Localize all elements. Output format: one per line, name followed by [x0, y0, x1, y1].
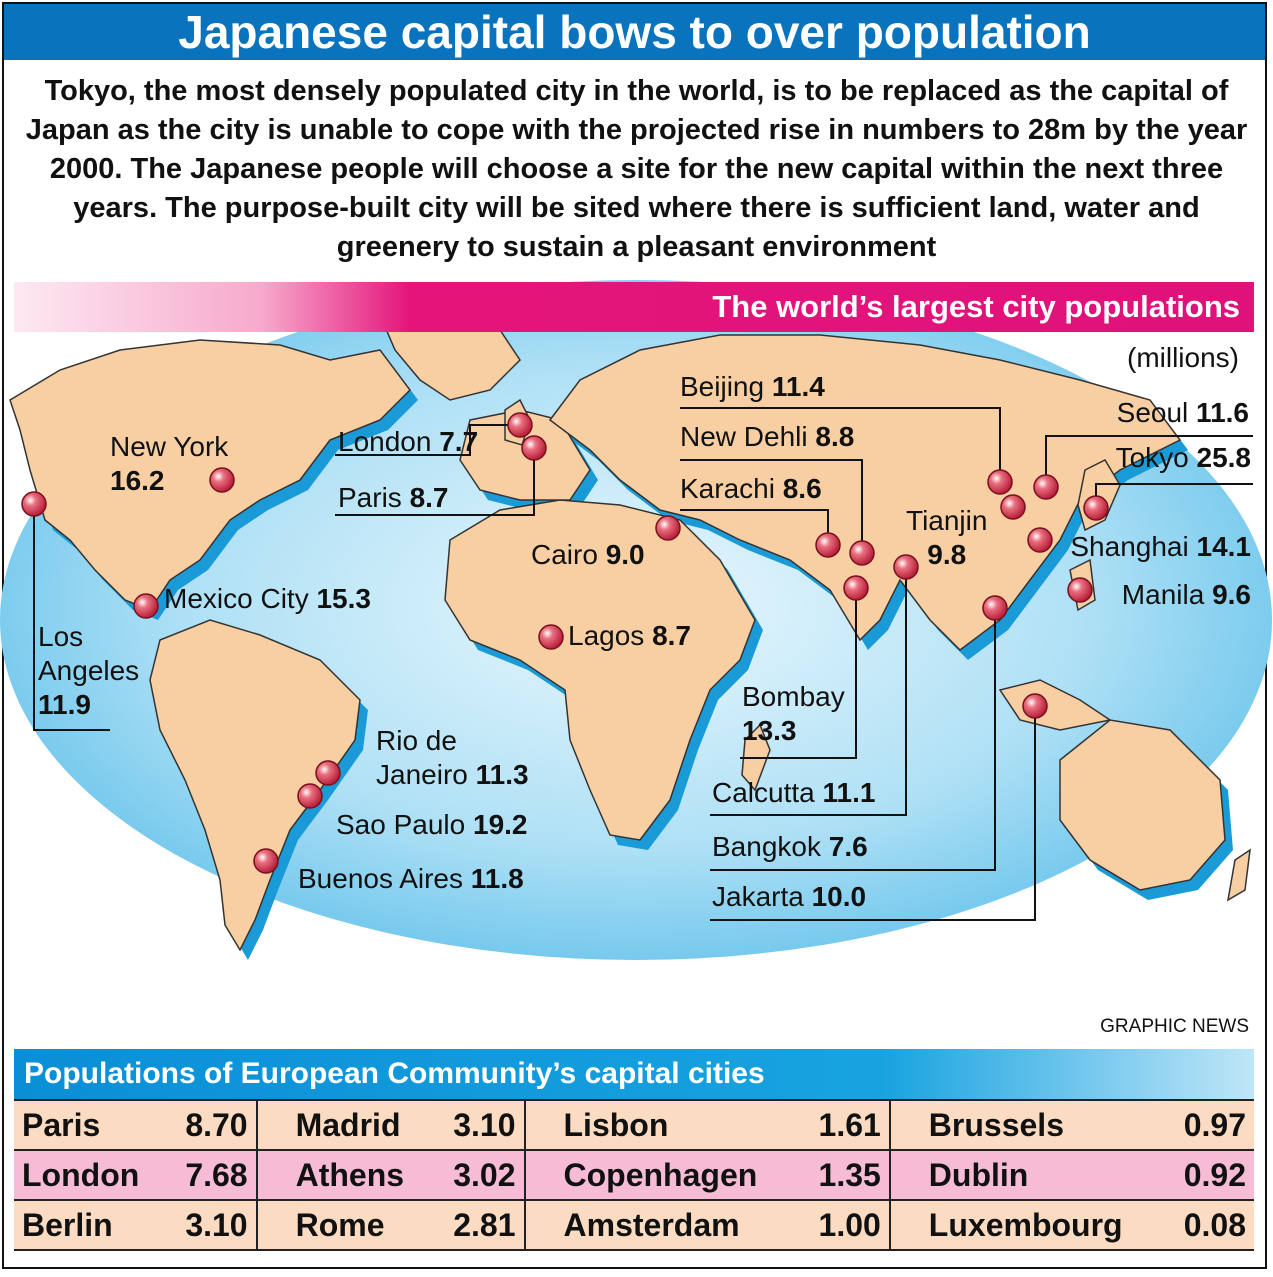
marker-manila	[1067, 577, 1093, 603]
marker-bangkok	[982, 595, 1008, 621]
eu-value: 0.97	[1164, 1099, 1254, 1151]
marker-new-dehli	[849, 540, 875, 566]
asia	[548, 334, 1182, 651]
eu-city: Copenhagen	[524, 1149, 800, 1201]
leader-calcutta	[710, 567, 907, 816]
eu-city: London	[14, 1149, 167, 1201]
marker-shanghai	[1027, 527, 1053, 553]
africa	[444, 499, 756, 841]
leader-dehli	[680, 459, 863, 553]
eu-city: Amsterdam	[524, 1199, 800, 1251]
leader-london	[335, 424, 520, 456]
label-sao-paulo: Sao Paulo 19.2	[336, 809, 528, 840]
eu-value: 3.10	[434, 1099, 526, 1151]
eu-city: Brussels	[889, 1099, 1165, 1151]
leader-seoul	[1045, 435, 1253, 487]
eu-city: Berlin	[14, 1199, 167, 1251]
eu-city: Rome	[256, 1199, 435, 1251]
label-manila: Manila 9.6	[1121, 579, 1251, 610]
eu-city: Lisbon	[524, 1099, 800, 1151]
eu-header-text: Populations of European Community’s capi…	[24, 1057, 765, 1090]
label-tokyo: Tokyo 25.8	[1115, 442, 1251, 473]
map-header-text: The world’s largest city populations	[712, 289, 1240, 324]
eu-value: 1.00	[799, 1199, 891, 1251]
marker-tianjin	[1000, 494, 1026, 520]
label-rio: Rio de Janeiro 11.3	[376, 725, 529, 790]
eu-value: 7.68	[166, 1149, 258, 1201]
label-los-angeles: Los Angeles 11.9	[38, 621, 140, 720]
marker-los-angeles	[21, 491, 47, 517]
australia	[1059, 719, 1226, 891]
eu-value: 0.08	[1164, 1199, 1254, 1251]
marker-rio	[315, 760, 341, 786]
leader-bangkok	[710, 608, 996, 871]
eu-value: 8.70	[166, 1099, 258, 1151]
marker-seoul	[1033, 474, 1059, 500]
table-row: Paris 8.70 Madrid 3.10 Lisbon 1.61 Bruss…	[14, 1099, 1254, 1151]
eu-value: 0.92	[1164, 1149, 1254, 1201]
eu-table: Paris 8.70 Madrid 3.10 Lisbon 1.61 Bruss…	[14, 1099, 1254, 1251]
eu-header: Populations of European Community’s capi…	[14, 1049, 1254, 1099]
marker-buenos-aires	[253, 848, 279, 874]
label-calcutta: Calcutta 11.1	[712, 777, 876, 808]
marker-lagos	[538, 624, 564, 650]
leader-los-angeles	[33, 504, 110, 731]
title: Japanese capital bows to over population	[4, 4, 1265, 60]
table-row: Berlin 3.10 Rome 2.81 Amsterdam 1.00 Lux…	[14, 1199, 1254, 1251]
marker-calcutta	[893, 554, 919, 580]
marker-cairo	[655, 515, 681, 541]
credit: GRAPHIC NEWS	[1100, 1016, 1249, 1037]
eu-value: 1.61	[799, 1099, 891, 1151]
label-buenos-aires: Buenos Aires 11.8	[298, 863, 524, 894]
leader-jakarta	[710, 706, 1036, 921]
label-karachi: Karachi 8.6	[680, 473, 822, 504]
eu-city: Luxembourg	[889, 1199, 1165, 1251]
label-shanghai: Shanghai 14.1	[1070, 531, 1251, 562]
leader-beijing	[680, 407, 1001, 482]
north-america	[9, 339, 411, 611]
label-tianjin: Tianjin 9.8	[906, 505, 988, 570]
marker-paris	[521, 435, 547, 461]
units-label: (millions)	[1127, 342, 1239, 373]
leader-bombay	[740, 588, 857, 759]
label-beijing: Beijing 11.4	[680, 371, 825, 402]
intro-text: Tokyo, the most densely populated city i…	[25, 75, 1248, 263]
marker-beijing	[987, 469, 1013, 495]
label-jakarta: Jakarta 10.0	[712, 881, 867, 912]
marker-karachi	[815, 532, 841, 558]
marker-new-york	[209, 467, 235, 493]
eu-city: Madrid	[256, 1099, 435, 1151]
eu-value: 2.81	[434, 1199, 526, 1251]
marker-tokyo	[1083, 495, 1109, 521]
map-header: The world’s largest city populations	[14, 282, 1254, 332]
label-seoul: Seoul 11.6	[1116, 397, 1249, 428]
label-cairo: Cairo 9.0	[531, 539, 645, 570]
label-mexico-city: Mexico City 15.3	[164, 583, 371, 614]
marker-sao-paulo	[297, 783, 323, 809]
label-london: London 7.7	[338, 426, 479, 457]
marker-bombay	[843, 575, 869, 601]
label-bangkok: Bangkok 7.6	[712, 831, 868, 862]
label-new-dehli: New Dehli 8.8	[680, 421, 855, 452]
table-row: London 7.68 Athens 3.02 Copenhagen 1.35 …	[14, 1149, 1254, 1201]
eu-city: Dublin	[889, 1149, 1165, 1201]
eu-value: 3.02	[434, 1149, 526, 1201]
label-new-york: New York 16.2	[110, 431, 229, 496]
marker-jakarta	[1022, 693, 1048, 719]
south-america	[149, 619, 361, 952]
label-bombay: Bombay 13.3	[742, 681, 845, 746]
marker-london	[507, 412, 533, 438]
eu-city: Athens	[256, 1149, 435, 1201]
label-paris: Paris 8.7	[338, 482, 449, 513]
label-lagos: Lagos 8.7	[568, 620, 692, 651]
eu-city: Paris	[14, 1099, 167, 1151]
leader-paris	[335, 448, 535, 516]
new-zealand	[1226, 848, 1251, 902]
eu-value: 3.10	[166, 1199, 258, 1251]
marker-mexico-city	[133, 593, 159, 619]
eu-value: 1.35	[799, 1149, 891, 1201]
